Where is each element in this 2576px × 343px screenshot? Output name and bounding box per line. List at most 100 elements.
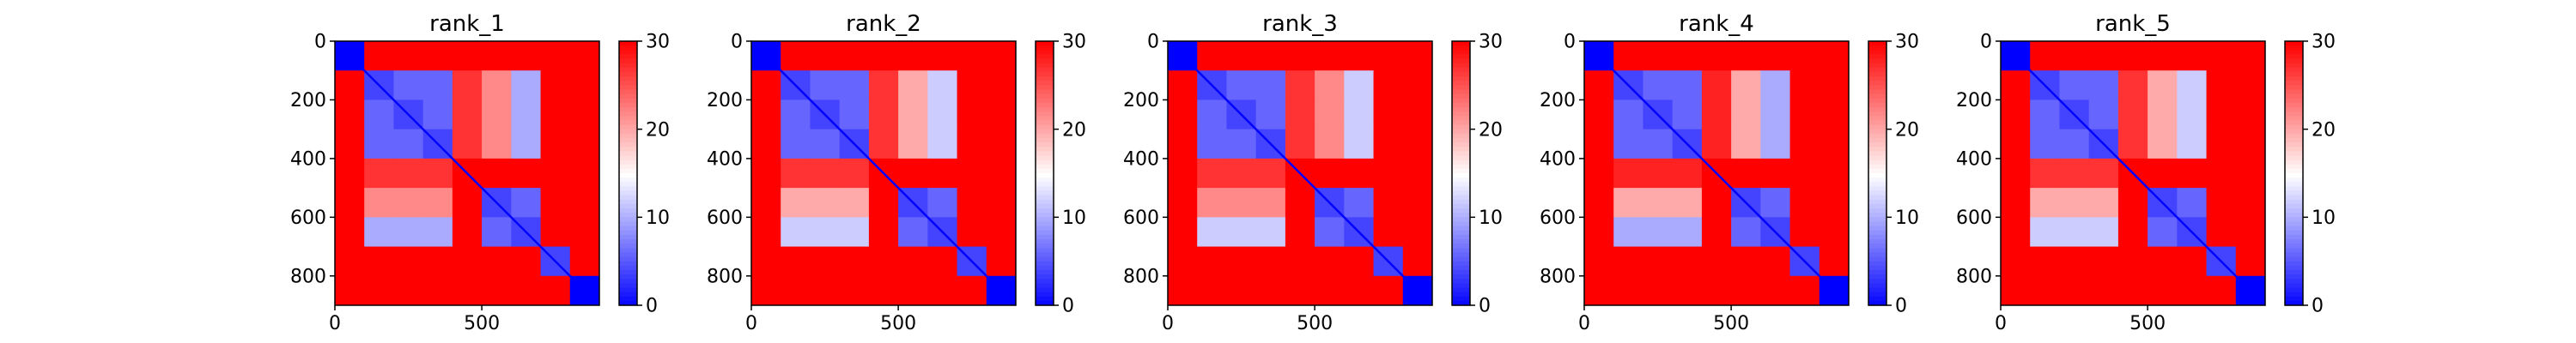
heatmap-cell (1285, 246, 1315, 277)
heatmap-cell (569, 99, 600, 130)
heatmap-cell (2001, 129, 2031, 159)
colorbar-segment (1036, 230, 1054, 236)
colorbar-tick-label: 20 (1062, 119, 1086, 141)
heatmap-cell (1285, 217, 1315, 248)
heatmap-cell (839, 41, 870, 71)
heatmap-cell (1197, 99, 1227, 130)
heatmap-cell (868, 246, 899, 277)
colorbar-segment (1868, 274, 1886, 280)
heatmap-cell (482, 158, 512, 189)
heatmap-cell (1643, 275, 1674, 306)
heatmap-cell (1672, 41, 1703, 71)
heatmap-cell (1344, 275, 1375, 306)
heatmap-cell (1168, 129, 1198, 159)
colorbar-segment (1036, 85, 1054, 91)
colorbar-segment (1868, 296, 1886, 302)
colorbar-segment (619, 159, 637, 165)
y-tick-label: 800 (1123, 266, 1159, 287)
colorbar-segment (1036, 159, 1054, 165)
colorbar-segment (1036, 63, 1054, 69)
colorbar-segment (2285, 292, 2303, 298)
x-tick-label: 500 (464, 313, 500, 334)
heatmap-cell (1402, 41, 1433, 71)
colorbar-segment (2285, 234, 2303, 240)
heatmap-cell (422, 70, 453, 100)
heatmap-cell (364, 246, 394, 277)
heatmap-cell (452, 129, 483, 159)
heatmap-cell (1643, 129, 1674, 159)
colorbar-segment (1868, 217, 1886, 223)
colorbar-segment (1036, 41, 1054, 46)
x-tick-label: 0 (1162, 313, 1174, 334)
heatmap-cell (1789, 99, 1820, 130)
colorbar-segment (619, 182, 637, 187)
colorbar-segment (1036, 217, 1054, 223)
colorbar-segment (1036, 124, 1054, 130)
colorbar-segment (1452, 256, 1470, 262)
x-tick-label: 500 (880, 313, 916, 334)
colorbar-segment (1868, 54, 1886, 60)
heatmap-cell (751, 99, 781, 130)
heatmap-cell (751, 129, 781, 159)
heatmap-cell (482, 217, 512, 248)
colorbar-tick-label: 30 (2312, 32, 2336, 53)
heatmap-cell (1285, 275, 1315, 306)
colorbar-segment (2285, 221, 2303, 227)
y-tick-label: 200 (1956, 90, 1992, 111)
diagonal-line (1167, 40, 1433, 306)
colorbar-segment (1868, 265, 1886, 271)
colorbar-segment (2285, 102, 2303, 108)
heatmap-cell (2117, 246, 2148, 277)
colorbar-segment (2285, 213, 2303, 218)
colorbar-segment (619, 173, 637, 178)
colorbar-segment (2285, 203, 2303, 209)
heatmap-cell (986, 246, 1017, 277)
heatmap-cell (1789, 70, 1820, 100)
colorbar-segment (1868, 159, 1886, 165)
heatmap-cell (1613, 246, 1643, 277)
colorbar-segment (1868, 124, 1886, 130)
heatmap-cell (482, 99, 512, 130)
heatmap-cell (927, 188, 958, 218)
colorbar-segment (2285, 182, 2303, 187)
heatmap-cell (1315, 158, 1345, 189)
heatmap-cell (1643, 158, 1674, 189)
colorbar-segment (2285, 89, 2303, 95)
colorbar-segment (2285, 98, 2303, 104)
heatmap-cell (1701, 275, 1732, 306)
colorbar-tick-label: 0 (1479, 296, 1491, 317)
heatmap-cell (751, 70, 781, 100)
heatmap-cell (569, 158, 600, 189)
heatmap-cell (957, 217, 987, 248)
heatmap-cell (986, 41, 1017, 71)
heatmap-cell (1789, 275, 1820, 306)
heatmap-cell (364, 217, 394, 248)
heatmap-cell (1402, 99, 1433, 130)
colorbar-segment (1036, 71, 1054, 77)
heatmap-cell (1672, 188, 1703, 218)
heatmap-cell (482, 275, 512, 306)
heatmap-cell (511, 41, 542, 71)
colorbar-segment (1452, 178, 1470, 183)
heatmap-cell (1315, 129, 1345, 159)
heatmap-cell (868, 275, 899, 306)
colorbar-tick-label: 0 (2312, 296, 2324, 317)
heatmap-cells (751, 41, 1017, 306)
colorbar-segment (2285, 93, 2303, 99)
heatmap-cell (2001, 246, 2031, 277)
chart-panel-2: rank_2 0 200 400 600 800 0 500 0 10 20 30 (707, 11, 1086, 334)
heatmap-cell (1701, 99, 1732, 130)
colorbar-segment (1868, 50, 1886, 55)
colorbar-segment (1036, 208, 1054, 214)
colorbar-segment (1036, 265, 1054, 271)
colorbar-segment (1452, 213, 1470, 218)
colorbar-segment (2285, 124, 2303, 130)
colorbar-segment (2285, 269, 2303, 275)
heatmap-cell (1701, 188, 1732, 218)
colorbar-segment (1452, 287, 1470, 293)
colorbar-segment (619, 41, 637, 46)
colorbar-segment (2285, 239, 2303, 244)
heatmap-cell (1613, 129, 1643, 159)
heatmap-cell (1344, 99, 1375, 130)
heatmap-cell (2177, 246, 2208, 277)
